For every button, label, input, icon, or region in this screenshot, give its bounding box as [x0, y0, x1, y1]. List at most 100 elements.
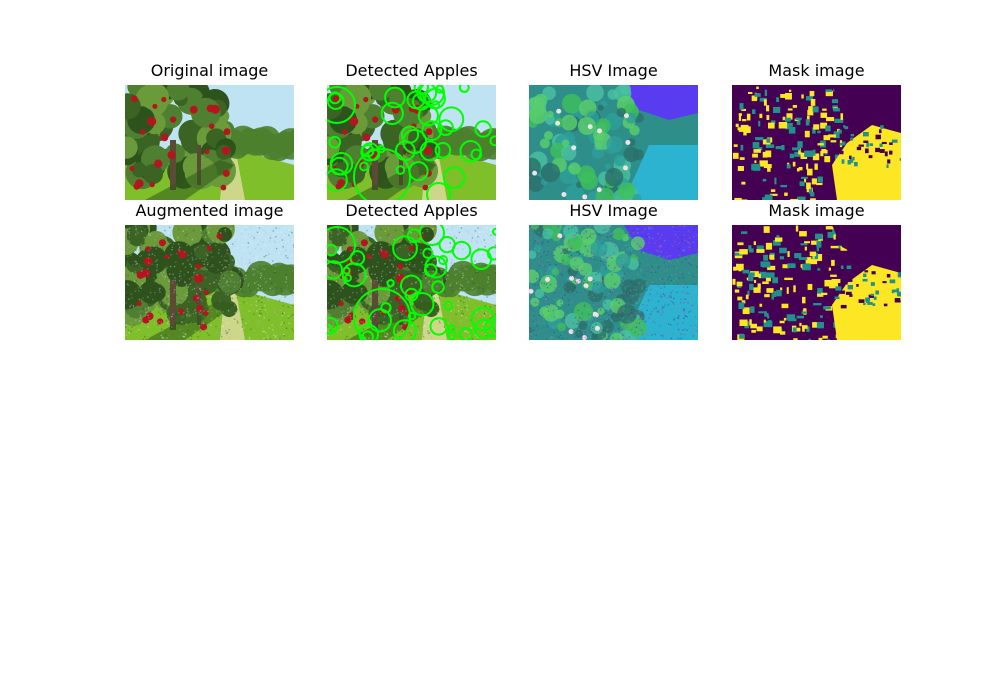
noise-pixel — [385, 274, 388, 276]
noise-pixel — [626, 315, 628, 318]
noise-pixel — [540, 323, 542, 325]
noise-pixel — [156, 244, 158, 247]
noise-pixel — [546, 259, 549, 262]
noise-pixel — [216, 316, 218, 319]
mask-speckle — [806, 163, 809, 170]
detection-circle — [421, 120, 443, 142]
noise-pixel — [588, 309, 590, 311]
noise-pixel — [463, 301, 465, 304]
noise-pixel — [387, 274, 389, 277]
noise-pixel — [233, 281, 235, 283]
noise-pixel — [534, 248, 536, 250]
noise-pixel — [382, 298, 385, 300]
apple — [193, 273, 204, 284]
noise-pixel — [563, 280, 565, 283]
noise-pixel — [457, 250, 460, 252]
noise-pixel — [168, 297, 171, 299]
noise-pixel — [349, 296, 351, 298]
mask-speckle — [797, 141, 803, 148]
noise-pixel — [179, 270, 182, 273]
noise-pixel — [128, 298, 130, 300]
noise-pixel — [563, 319, 565, 321]
noise-pixel — [135, 233, 137, 236]
noise-pixel — [683, 333, 686, 336]
noise-pixel — [557, 226, 560, 228]
noise-pixel — [394, 284, 397, 287]
noise-pixel — [249, 289, 252, 292]
noise-pixel — [466, 230, 469, 233]
noise-pixel — [435, 264, 438, 267]
mask-speckle — [799, 322, 802, 327]
noise-pixel — [156, 235, 158, 237]
noise-pixel — [264, 295, 266, 298]
noise-pixel — [203, 316, 206, 318]
noise-pixel — [583, 249, 585, 251]
mask-speckle — [737, 242, 744, 246]
noise-pixel — [658, 265, 660, 268]
noise-pixel — [602, 336, 604, 338]
noise-pixel — [154, 254, 156, 257]
noise-pixel — [590, 251, 592, 254]
noise-pixel — [603, 313, 605, 315]
noise-pixel — [627, 313, 630, 316]
noise-pixel — [682, 331, 685, 333]
noise-pixel — [211, 240, 214, 242]
noise-pixel — [155, 248, 157, 250]
foliage-blob — [148, 284, 166, 302]
noise-pixel — [690, 325, 692, 327]
noise-pixel — [481, 299, 483, 302]
noise-pixel — [666, 331, 668, 333]
noise-pixel — [337, 229, 339, 231]
noise-pixel — [629, 332, 632, 334]
noise-pixel — [256, 259, 258, 261]
apple — [164, 254, 170, 260]
noise-pixel — [479, 299, 482, 301]
noise-pixel — [350, 319, 352, 322]
mask-speckle — [846, 265, 852, 270]
noise-pixel — [694, 329, 697, 331]
noise-pixel — [152, 287, 154, 290]
noise-pixel — [334, 264, 336, 266]
noise-pixel — [561, 263, 563, 265]
noise-pixel — [559, 291, 561, 294]
noise-pixel — [681, 261, 683, 264]
noise-pixel — [540, 256, 542, 258]
noise-pixel — [694, 276, 697, 278]
noise-pixel — [681, 240, 683, 242]
noise-pixel — [185, 323, 188, 326]
noise-pixel — [577, 304, 579, 306]
noise-pixel — [660, 287, 662, 289]
noise-pixel — [688, 246, 690, 249]
noise-pixel — [552, 309, 555, 312]
noise-pixel — [393, 258, 396, 260]
noise-pixel — [214, 306, 216, 309]
noise-pixel — [225, 266, 227, 268]
noise-pixel — [252, 255, 254, 258]
noise-pixel — [484, 312, 487, 314]
noise-pixel — [135, 263, 138, 265]
noise-pixel — [460, 315, 463, 317]
noise-pixel — [224, 293, 226, 295]
noise-pixel — [147, 257, 150, 259]
noise-pixel — [247, 265, 250, 267]
noise-pixel — [642, 299, 644, 302]
noise-pixel — [228, 336, 231, 339]
mask-speckle — [825, 117, 835, 122]
noise-pixel — [213, 281, 216, 283]
noise-pixel — [680, 333, 682, 335]
noise-pixel — [151, 253, 154, 255]
noise-pixel — [240, 276, 242, 279]
noise-pixel — [611, 292, 614, 295]
mask-speckle — [760, 261, 769, 267]
noise-pixel — [363, 247, 366, 250]
mask-speckle — [821, 149, 828, 154]
noise-pixel — [394, 313, 397, 315]
noise-pixel — [687, 302, 690, 304]
noise-pixel — [568, 256, 571, 258]
noise-pixel — [686, 316, 688, 318]
mask-speckle — [783, 317, 787, 321]
mask-speckle — [780, 94, 789, 98]
noise-pixel — [660, 334, 663, 337]
noise-pixel — [428, 252, 430, 254]
noise-pixel — [401, 325, 403, 327]
